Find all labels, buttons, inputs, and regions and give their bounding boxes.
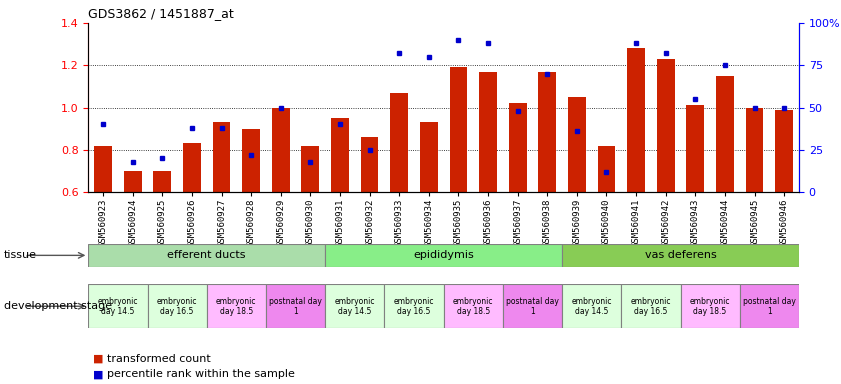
Bar (88, 244, 325, 267)
Bar (598, 146, 616, 192)
Bar (266, 284, 325, 328)
Text: embryonic
day 18.5: embryonic day 18.5 (453, 296, 494, 316)
Text: postnatal day
1: postnatal day 1 (743, 296, 796, 316)
Bar (509, 103, 526, 192)
Bar (740, 284, 799, 328)
Text: development stage: development stage (4, 301, 113, 311)
Text: embryonic
day 16.5: embryonic day 16.5 (394, 296, 434, 316)
Bar (183, 144, 201, 192)
Bar (627, 48, 645, 192)
Bar (420, 122, 437, 192)
Text: ■: ■ (93, 354, 103, 364)
Bar (716, 76, 734, 192)
Bar (213, 122, 230, 192)
Text: vas deferens: vas deferens (645, 250, 717, 260)
Bar (444, 284, 503, 328)
Bar (147, 284, 207, 328)
Bar (153, 171, 172, 192)
Bar (88, 284, 147, 328)
Text: postnatal day
1: postnatal day 1 (269, 296, 322, 316)
Text: tissue: tissue (4, 250, 37, 260)
Bar (331, 118, 349, 192)
Bar (568, 97, 585, 192)
Bar (242, 129, 260, 192)
Text: embryonic
day 14.5: embryonic day 14.5 (571, 296, 612, 316)
Bar (562, 244, 799, 267)
Text: percentile rank within the sample: percentile rank within the sample (107, 369, 294, 379)
Bar (301, 146, 320, 192)
Bar (503, 284, 562, 328)
Bar (775, 110, 793, 192)
Text: transformed count: transformed count (107, 354, 210, 364)
Bar (657, 59, 674, 192)
Text: embryonic
day 18.5: embryonic day 18.5 (690, 296, 730, 316)
Text: ■: ■ (93, 369, 103, 379)
Text: embryonic
day 18.5: embryonic day 18.5 (216, 296, 257, 316)
Text: embryonic
day 16.5: embryonic day 16.5 (631, 296, 671, 316)
Text: GDS3862 / 1451887_at: GDS3862 / 1451887_at (88, 7, 234, 20)
Bar (390, 93, 408, 192)
Bar (680, 284, 740, 328)
Text: embryonic
day 16.5: embryonic day 16.5 (157, 296, 198, 316)
Bar (124, 171, 141, 192)
Bar (450, 68, 468, 192)
Text: embryonic
day 14.5: embryonic day 14.5 (98, 296, 138, 316)
Bar (621, 284, 680, 328)
Bar (538, 71, 556, 192)
Bar (361, 137, 378, 192)
Bar (746, 108, 764, 192)
Bar (325, 284, 384, 328)
Bar (325, 244, 562, 267)
Bar (384, 284, 444, 328)
Bar (207, 284, 266, 328)
Bar (272, 108, 289, 192)
Bar (562, 284, 621, 328)
Text: epididymis: epididymis (413, 250, 474, 260)
Bar (94, 146, 112, 192)
Text: efferent ducts: efferent ducts (167, 250, 246, 260)
Bar (479, 71, 497, 192)
Bar (686, 106, 704, 192)
Text: postnatal day
1: postnatal day 1 (506, 296, 559, 316)
Text: embryonic
day 14.5: embryonic day 14.5 (335, 296, 375, 316)
